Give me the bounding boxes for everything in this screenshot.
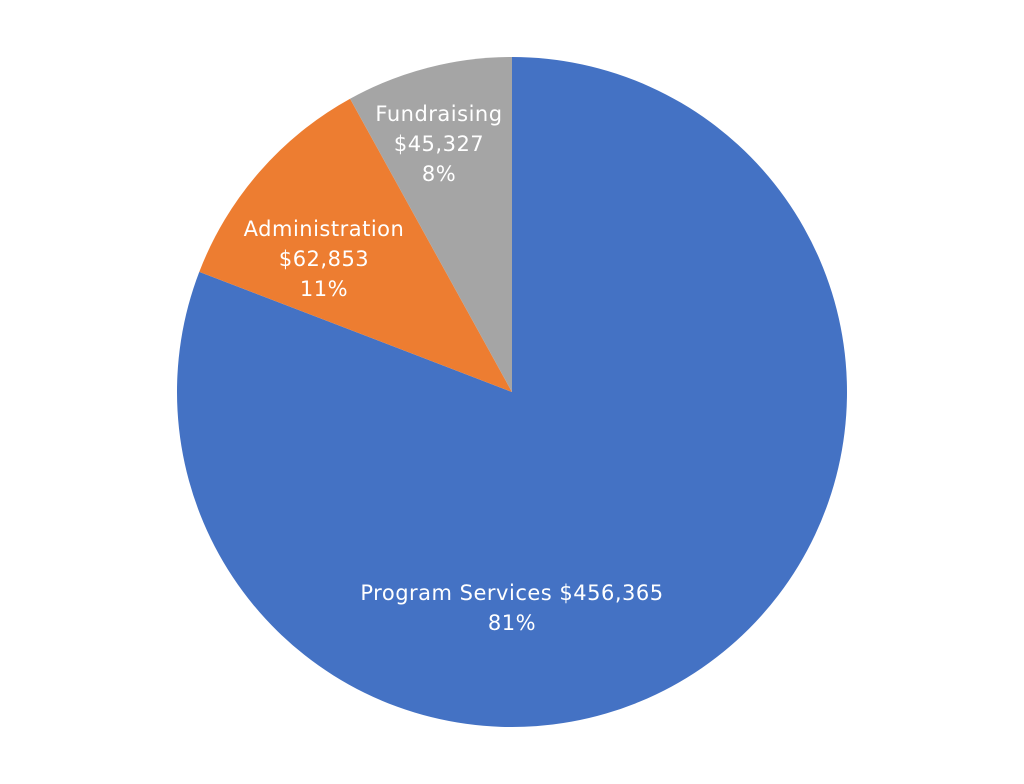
pie-slice-fundraising (350, 57, 512, 392)
slice-label-line: Administration (244, 217, 405, 241)
slice-label-line: 81% (488, 611, 536, 635)
pie-slice-administration (199, 98, 512, 392)
pie-slices (176, 57, 848, 727)
slice-label-line: $45,327 (394, 132, 484, 156)
slice-label-line: 8% (422, 162, 456, 186)
slice-label-administration: Administration $62,853 11% (244, 217, 405, 301)
slice-label-line: 11% (300, 277, 348, 301)
slice-labels: Program Services $456,365 81% Administrati… (244, 102, 663, 635)
slice-label-line: Fundraising (375, 102, 502, 126)
slice-label-line: $62,853 (279, 247, 369, 271)
slice-label-line: Program Services $456,365 (360, 581, 663, 605)
slice-label-fundraising: Fundraising $45,327 8% (375, 102, 502, 186)
slice-label-program-services: Program Services $456,365 81% (360, 581, 663, 635)
